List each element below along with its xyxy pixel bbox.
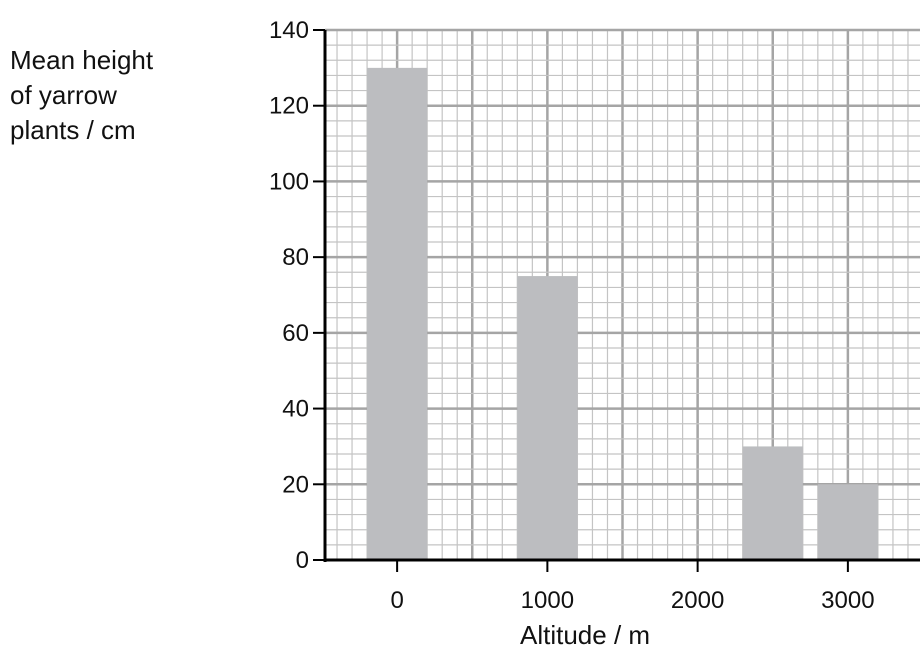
bar-2500 — [742, 446, 803, 560]
y-tick-label-0: 0 — [296, 547, 309, 574]
x-tick-label-0: 0 — [390, 587, 403, 614]
y-axis-title-line-3: plants / cm — [10, 115, 136, 145]
y-tick-label-140: 140 — [269, 17, 309, 44]
y-tick-label-120: 120 — [269, 93, 309, 120]
y-tick-label-80: 80 — [282, 244, 309, 271]
x-tick-label-2000: 2000 — [671, 587, 724, 614]
y-axis-title-line-1: Mean height — [10, 45, 154, 75]
y-tick-label-40: 40 — [282, 396, 309, 423]
x-tick-label-1000: 1000 — [521, 587, 574, 614]
y-tick-label-20: 20 — [282, 471, 309, 498]
y-axis-title-line-2: of yarrow — [10, 80, 117, 110]
bar-3000 — [817, 484, 878, 560]
x-axis-title: Altitude / m — [520, 620, 651, 650]
bar-0 — [367, 67, 428, 560]
bar-1000 — [517, 276, 578, 560]
y-tick-label-60: 60 — [282, 320, 309, 347]
y-tick-label-100: 100 — [269, 168, 309, 195]
x-tick-label-3000: 3000 — [821, 587, 874, 614]
